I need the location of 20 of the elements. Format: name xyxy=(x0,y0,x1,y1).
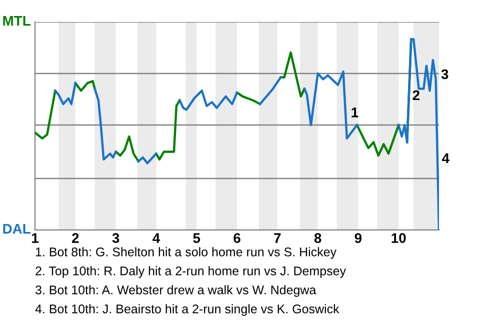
x-tick-label: 2 xyxy=(72,233,79,243)
annotation: 4 xyxy=(442,153,450,163)
x-tick-label: 9 xyxy=(354,233,362,243)
x-tick-label: 3 xyxy=(112,233,120,243)
text: 3. Bot 10th: A. Webster drew a walk vs W. Ndegwa xyxy=(35,285,316,297)
x-tick-label: 1 xyxy=(32,233,38,243)
ref-line-label: MTL xyxy=(3,16,30,26)
x-tick-label: 8 xyxy=(314,233,322,243)
text: 1. Bot 8th: G. Shelton hit a solo home run vs S. Hickey xyxy=(36,247,337,259)
annotation: 3 xyxy=(441,69,448,80)
x-tick-label: 4 xyxy=(152,233,160,243)
x-tick-label: 10 xyxy=(392,233,406,243)
text: 4. Bot 10th: J. Beairsto hit a 2-run single vs K. Goswick xyxy=(35,304,340,316)
annotation: 2 xyxy=(412,90,420,100)
x-tick-label: 5 xyxy=(193,233,200,243)
ref-line-label: DAL xyxy=(3,224,30,234)
x-tick-label: 6 xyxy=(234,233,240,243)
x-tick-label: 7 xyxy=(274,233,281,243)
text: 2. Top 10th: R. Daly hit a 2-run home run vs J. Dempsey xyxy=(36,266,346,278)
annotation: 1 xyxy=(352,108,358,118)
